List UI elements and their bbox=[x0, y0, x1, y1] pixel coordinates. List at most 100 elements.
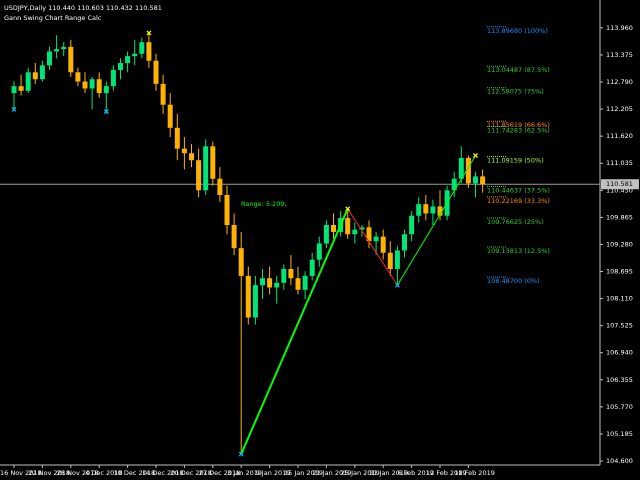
candle-body bbox=[68, 46, 74, 73]
candle-body bbox=[96, 79, 102, 94]
y-tick-label: 106.940 bbox=[606, 349, 633, 357]
y-tick-label: 105.770 bbox=[606, 403, 633, 411]
candle-body bbox=[11, 86, 17, 94]
candle-body bbox=[39, 65, 45, 80]
x-tick-label: 3 Jan 2019 bbox=[227, 469, 262, 477]
x-tick-label: 12 Feb 2019 bbox=[426, 469, 466, 477]
x-tick-label: 14 Dec 2018 bbox=[142, 469, 184, 477]
candle-body bbox=[288, 268, 294, 279]
candle-body bbox=[231, 225, 237, 249]
candle-body bbox=[167, 104, 173, 128]
x-tick-label: 28 Nov 2018 bbox=[57, 469, 99, 477]
level-label: 108.48700 (0%) bbox=[487, 277, 540, 285]
level-label: 110.22169 (33.3%) bbox=[487, 197, 550, 205]
candle-body bbox=[373, 236, 379, 242]
swing-marker bbox=[473, 153, 478, 159]
candle-body bbox=[409, 215, 415, 235]
y-tick-label: 109.280 bbox=[606, 240, 633, 248]
level-label: 109.13813 (12.5%) bbox=[487, 247, 550, 255]
candle-body bbox=[252, 285, 258, 318]
candle-body bbox=[47, 51, 52, 66]
candle-body bbox=[89, 79, 95, 89]
x-tick-label: 22 Nov 2018 bbox=[28, 469, 70, 477]
y-tick-label: 111.620 bbox=[606, 132, 633, 140]
swing-marker bbox=[394, 282, 400, 288]
x-tick-label: 4 Dec 2018 bbox=[85, 469, 122, 477]
candle-body bbox=[352, 229, 358, 235]
y-tick-label: 109.865 bbox=[606, 213, 633, 221]
x-tick-label: 18 Feb 2019 bbox=[454, 469, 494, 477]
candle-body bbox=[160, 83, 166, 105]
candle-body bbox=[416, 204, 422, 216]
candle-body bbox=[281, 268, 287, 283]
y-tick-label: 113.960 bbox=[606, 24, 633, 32]
candle-body bbox=[82, 81, 88, 89]
candle-body bbox=[210, 146, 216, 179]
candle-body bbox=[217, 178, 223, 195]
level-label: 110.44637 (37.5%) bbox=[487, 186, 550, 194]
x-tick-label: 25 Jan 2019 bbox=[341, 469, 380, 477]
x-tick-label: 15 Jan 2019 bbox=[284, 469, 323, 477]
y-tick-label: 112.205 bbox=[606, 105, 633, 113]
swing-marker bbox=[238, 451, 244, 457]
candle-body bbox=[274, 282, 280, 288]
candle-body bbox=[309, 259, 315, 276]
current-price-box bbox=[601, 179, 639, 190]
x-tick-label: 9 Jan 2019 bbox=[256, 469, 291, 477]
y-tick-label: 107.525 bbox=[606, 322, 633, 330]
level-label: 112.58075 (75%) bbox=[487, 88, 544, 96]
candle-body bbox=[402, 234, 407, 251]
x-tick-label: 20 Dec 2018 bbox=[170, 469, 212, 477]
candle-body bbox=[125, 56, 131, 64]
y-tick-label: 110.450 bbox=[606, 186, 633, 194]
zigzag-segment bbox=[396, 155, 476, 286]
candle-body bbox=[110, 69, 116, 87]
y-tick-label: 106.355 bbox=[606, 376, 633, 384]
candle-body bbox=[366, 227, 372, 242]
x-tick-label: 6 Feb 2019 bbox=[398, 469, 434, 477]
candle-body bbox=[181, 148, 187, 154]
candle-body bbox=[323, 225, 329, 244]
x-tick-label: 21 Jan 2019 bbox=[312, 469, 351, 477]
level-label: 111.09159 (50%) bbox=[487, 157, 544, 165]
chart-subtitle: Gann Swing Chart Range Calc bbox=[4, 14, 102, 22]
y-tick-label: 112.790 bbox=[606, 78, 633, 86]
candle-body bbox=[359, 227, 365, 230]
x-tick-label: 27 Dec 2018 bbox=[199, 469, 241, 477]
candle-body bbox=[245, 275, 251, 318]
candle-body bbox=[75, 72, 81, 82]
candle-body bbox=[174, 127, 180, 149]
candle-body bbox=[203, 146, 209, 191]
level-label: 113.89680 (100%) bbox=[487, 27, 548, 35]
candle-body bbox=[387, 252, 393, 269]
candle-body bbox=[103, 86, 109, 94]
candle-body bbox=[196, 160, 202, 191]
range-annotation: Range: 5.209; bbox=[241, 200, 287, 208]
candle-body bbox=[118, 63, 123, 70]
x-tick-label: 31 Jan 2019 bbox=[369, 469, 408, 477]
y-tick-label: 104.600 bbox=[606, 457, 633, 465]
zigzag-segment bbox=[240, 208, 349, 455]
swing-marker bbox=[11, 106, 17, 112]
chart-title: USDJPY,Daily 110.440 110.603 110.432 110… bbox=[4, 4, 162, 12]
level-label: 111.74283 (62.5%) bbox=[487, 126, 550, 134]
candle-body bbox=[153, 60, 159, 84]
candle-body bbox=[224, 194, 230, 226]
candle-body bbox=[267, 278, 273, 288]
candle-body bbox=[451, 178, 457, 191]
candle-body bbox=[380, 236, 386, 253]
candle-body bbox=[18, 86, 24, 91]
level-label: 113.04487 (87.5%) bbox=[487, 66, 550, 74]
candle-body bbox=[430, 206, 436, 214]
level-label: 109.76625 (25%) bbox=[487, 218, 544, 226]
candle-body bbox=[295, 278, 301, 290]
candle-body bbox=[189, 153, 194, 161]
x-tick-label: 16 Nov 2018 bbox=[0, 469, 42, 477]
candle-body bbox=[458, 157, 464, 179]
candle-body bbox=[25, 72, 31, 91]
candle-body bbox=[423, 204, 429, 214]
candle-body bbox=[32, 72, 38, 80]
